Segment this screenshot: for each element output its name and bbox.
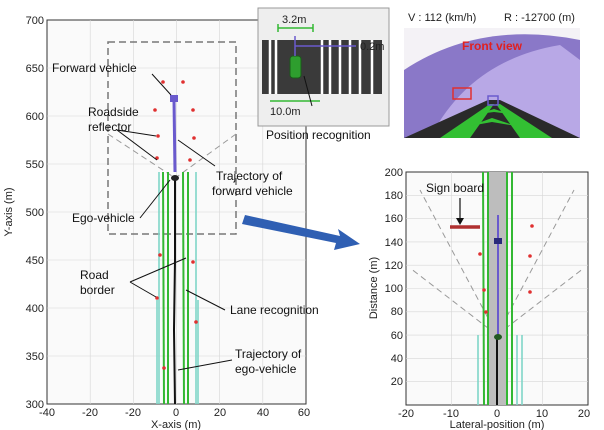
front-view-lane-chevrons (440, 104, 552, 138)
right-ytick-80: 80 (391, 306, 403, 318)
right-ytick-100: 100 (385, 283, 403, 295)
front-view-radius: R : -12700 (m) (504, 12, 575, 24)
label-roadside-2: reflector (88, 120, 131, 134)
right-xtick-2: 0 (494, 408, 500, 420)
right-ytick-60: 60 (391, 330, 403, 342)
right-reflectors (478, 224, 534, 314)
right-plot: -20 -10 0 10 20 20 40 60 80 100 120 140 … (368, 167, 590, 430)
right-ytick-200: 200 (385, 167, 403, 179)
label-trajectory-forward-1: Trajectory of (216, 169, 283, 183)
left-xtick-4: 20 (214, 407, 226, 419)
inset-lane-marks (268, 40, 374, 94)
label-sign-board: Sign board (426, 181, 484, 195)
left-x-ticks: -40 -20 0 -20 20 40 60 (39, 407, 310, 419)
inset-caption: Position recognition (266, 128, 371, 142)
sign-board-pointer-head (456, 218, 464, 225)
lane-lines (162, 171, 189, 405)
inset-offset-label: 0.2m (360, 41, 384, 53)
front-view-title: Front view (462, 39, 523, 53)
right-ytick-140: 140 (385, 237, 403, 249)
front-view-forward-box (487, 95, 499, 106)
right-xtick-0: -20 (398, 408, 414, 420)
detection-region (107, 41, 237, 235)
label-forward-vehicle: Forward vehicle (52, 61, 137, 75)
right-xtick-4: 20 (578, 408, 590, 420)
label-road-border-2: border (80, 283, 115, 297)
annotation-arrows (116, 73, 233, 371)
left-xtick-0: -40 (39, 407, 55, 419)
left-ytick-1: 350 (26, 351, 44, 363)
inset-lane-label: 10.0m (270, 106, 301, 118)
right-plot-fan (409, 189, 585, 336)
left-ytick-2: 400 (26, 303, 44, 315)
label-trajectory-ego-2: ego-vehicle (235, 362, 297, 376)
left-ytick-8: 700 (26, 15, 44, 27)
left-xtick-1: -20 (82, 407, 98, 419)
left-xlabel: X-axis (m) (151, 419, 201, 430)
label-trajectory-forward-2: forward vehicle (212, 184, 293, 198)
right-border-lines (477, 335, 523, 405)
right-x-ticks: -20 -10 0 10 20 (398, 408, 590, 420)
left-ytick-5: 550 (26, 159, 44, 171)
right-y-ticks: 20 40 60 80 100 120 140 160 180 200 (385, 167, 403, 388)
inset-dimension-lines (270, 24, 356, 107)
label-roadside-1: Roadside (88, 105, 139, 119)
left-ytick-0: 300 (26, 399, 44, 411)
left-xtick-2: 0 (173, 407, 179, 419)
position-inset: 3.2m 0.2m 10.0m Position recognition (257, 7, 390, 142)
right-ytick-120: 120 (385, 260, 403, 272)
right-ytick-40: 40 (391, 353, 403, 365)
inset-width-label: 3.2m (282, 14, 306, 26)
front-view: V : 112 (km/h) R : -12700 (m) Front view (404, 12, 580, 138)
label-trajectory-ego-1: Trajectory of (235, 347, 302, 361)
forward-vehicle-marker (170, 95, 178, 102)
right-ytick-180: 180 (385, 190, 403, 202)
label-lane-recognition: Lane recognition (230, 303, 319, 317)
left-ytick-4: 500 (26, 207, 44, 219)
right-xtick-3: 10 (536, 408, 548, 420)
label-ego-vehicle: Ego-vehicle (72, 211, 135, 225)
front-view-sign-box (452, 87, 472, 100)
right-xtick-1: -10 (443, 408, 459, 420)
road-border-lines (156, 172, 199, 404)
detection-fan-right (177, 133, 237, 177)
inset-ego-car (289, 55, 302, 79)
left-xtick-5: 40 (257, 407, 269, 419)
left-ytick-3: 450 (26, 255, 44, 267)
right-ytick-20: 20 (391, 376, 403, 388)
left-ytick-7: 650 (26, 63, 44, 75)
left-xtick-6: 60 (298, 407, 310, 419)
left-ylabel: Y-axis (m) (3, 187, 15, 236)
roadside-reflectors (153, 80, 198, 370)
front-view-speed: V : 112 (km/h) (408, 12, 476, 24)
label-road-border-1: Road (80, 268, 109, 282)
left-y-ticks: 300 350 400 450 500 550 600 650 700 (26, 15, 44, 411)
right-ylabel: Distance (m) (368, 257, 380, 319)
right-forward-vehicle (494, 238, 502, 244)
ego-trajectory (172, 176, 176, 405)
forward-trajectory (172, 99, 177, 173)
transition-arrow (242, 215, 360, 250)
right-xlabel: Lateral-position (m) (450, 419, 545, 430)
right-ytick-160: 160 (385, 213, 403, 225)
ego-vehicle-marker (171, 175, 179, 181)
left-ytick-6: 600 (26, 111, 44, 123)
right-ego-vehicle (494, 334, 502, 340)
detection-fan-left (107, 133, 173, 177)
left-xtick-3: -20 (125, 407, 141, 419)
